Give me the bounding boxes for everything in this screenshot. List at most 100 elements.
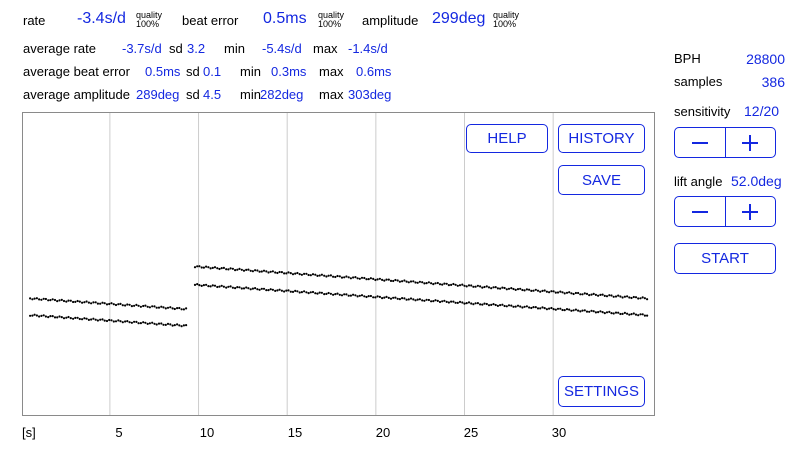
trace-dot — [534, 288, 537, 291]
trace-dot — [110, 319, 113, 322]
sensitivity-stepper[interactable] — [674, 127, 776, 158]
trace-dot — [369, 294, 372, 298]
trace-dot — [108, 302, 111, 306]
trace-dot — [185, 324, 188, 327]
trace-dot — [452, 282, 455, 286]
save-button[interactable]: SAVE — [558, 165, 645, 195]
trace-dot — [479, 285, 482, 288]
trace-dot — [423, 299, 426, 302]
trace-dot — [216, 285, 219, 289]
trace-dot — [450, 283, 453, 286]
average-beat-error-label: average beat error — [23, 64, 130, 79]
trace-dot — [525, 305, 528, 308]
trace-dot — [234, 287, 237, 290]
trace-dot — [572, 292, 575, 296]
trace-dot — [376, 295, 379, 298]
trace-dot — [40, 314, 43, 317]
start-button[interactable]: START — [674, 243, 776, 274]
rate-label: rate — [23, 13, 46, 28]
trace-dot — [278, 270, 281, 274]
trace-dot — [285, 272, 288, 275]
trace-dot — [612, 312, 615, 315]
trace-dot — [182, 308, 185, 311]
trace-dot — [421, 281, 424, 284]
trace-dot — [171, 307, 174, 310]
trace-dot — [597, 311, 600, 314]
trace-dot — [276, 289, 279, 292]
trace-dot — [637, 297, 640, 300]
trace-dot — [314, 292, 317, 295]
trace-dot — [583, 309, 586, 312]
trace-dot — [383, 279, 386, 282]
trace-dot — [200, 284, 203, 287]
trace-dot — [202, 266, 205, 269]
trace-dot — [278, 288, 281, 291]
trace-dot — [454, 301, 457, 304]
trace-dot — [398, 298, 401, 301]
lift-angle-increase-button[interactable] — [724, 197, 776, 226]
trace-dot — [501, 286, 504, 289]
trace-dot — [325, 275, 328, 278]
trace-dot — [309, 291, 312, 294]
average-beat-error-max: 0.6ms — [356, 64, 392, 79]
trace-dot — [265, 270, 268, 273]
trace-dot — [245, 286, 248, 289]
help-button[interactable]: HELP — [466, 124, 548, 153]
lift-angle-stepper[interactable] — [674, 196, 776, 227]
trace-dot — [434, 282, 437, 285]
average-rate-value: -3.7s/d — [122, 41, 162, 56]
trace-dot — [65, 300, 68, 303]
trace-dot — [81, 318, 84, 321]
trace-dot — [401, 297, 404, 300]
trace-dot — [605, 311, 609, 314]
trace-dot — [242, 269, 246, 272]
trace-dot — [320, 273, 323, 276]
average-rate-sd-label: sd — [169, 41, 183, 56]
trace-dot — [465, 302, 468, 305]
trace-dot — [632, 312, 635, 315]
settings-button[interactable]: SETTINGS — [558, 376, 645, 407]
trace-dot — [601, 293, 604, 296]
trace-dot — [166, 322, 170, 325]
trace-dot — [291, 273, 295, 276]
average-beat-error-sd: 0.1 — [203, 64, 222, 79]
trace-dot — [358, 277, 361, 280]
trace-dot — [142, 321, 145, 324]
trace-dot — [220, 284, 223, 287]
minus-icon — [691, 210, 708, 213]
trace-dot — [251, 270, 254, 273]
trace-dot — [483, 285, 486, 289]
trace-dot — [494, 286, 497, 289]
trace-dot — [463, 284, 466, 287]
trace-dot — [105, 319, 109, 323]
trace-dot — [296, 271, 299, 275]
history-button[interactable]: HISTORY — [558, 124, 645, 153]
trace-dot — [378, 277, 381, 280]
trace-dot — [262, 287, 266, 290]
sensitivity-increase-button[interactable] — [724, 128, 776, 157]
trace-dot — [124, 304, 127, 307]
trace-dot — [142, 304, 145, 308]
trace-dot — [260, 287, 263, 290]
trace-dot — [58, 299, 61, 302]
trace-dot — [385, 295, 388, 298]
average-amplitude-value: 289deg — [136, 87, 180, 102]
trace-dot — [516, 304, 520, 307]
x-tick-label: 5 — [115, 425, 123, 440]
lift-angle-label: lift angle — [674, 174, 723, 189]
trace-dot — [554, 308, 557, 311]
lift-angle-decrease-button[interactable] — [675, 197, 725, 226]
trace-dot — [294, 289, 297, 292]
trace-dot — [31, 314, 34, 317]
trace-dot — [588, 310, 591, 313]
trace-dot — [407, 281, 410, 284]
trace-dot — [358, 294, 361, 297]
trace-dot — [436, 281, 439, 285]
trace-dot — [303, 290, 306, 293]
trace-dot — [249, 269, 252, 272]
trace-dot — [87, 318, 90, 321]
sensitivity-decrease-button[interactable] — [675, 128, 725, 157]
trace-dot — [530, 289, 533, 292]
trace-dot — [574, 308, 578, 311]
trace-dot — [146, 322, 149, 325]
